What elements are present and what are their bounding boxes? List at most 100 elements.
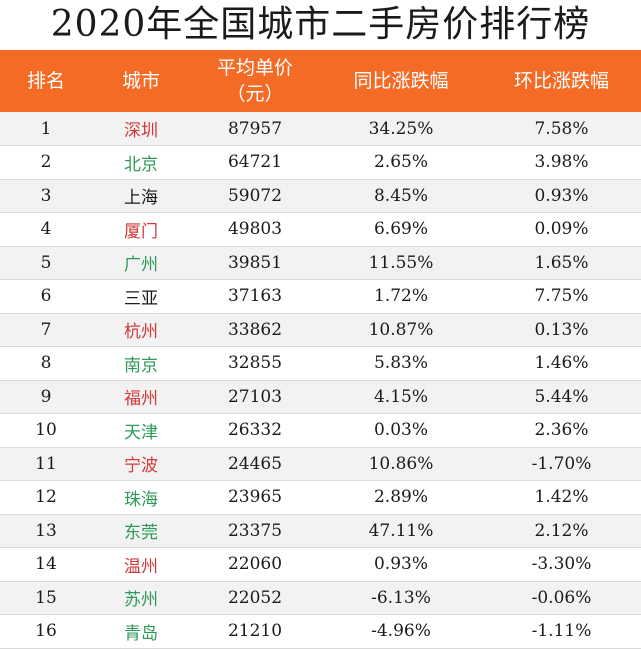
mom-cell: 1.65% [482, 246, 641, 280]
yoy-cell: 47.11% [320, 514, 482, 548]
city-cell: 三亚 [92, 279, 190, 314]
table-row: 14 温州 22060 0.93% -3.30% [0, 547, 641, 582]
price-cell: 27103 [190, 380, 320, 414]
price-cell: 49803 [190, 212, 320, 247]
mom-cell: -1.70% [482, 447, 641, 481]
city-cell: 珠海 [92, 480, 190, 515]
price-cell: 23375 [190, 514, 320, 548]
price-cell: 37163 [190, 279, 320, 314]
yoy-cell: 10.86% [320, 447, 482, 481]
header-yoy: 同比涨跌幅 [353, 70, 449, 92]
mom-cell: 3.98% [482, 145, 641, 180]
city-cell: 深圳 [92, 112, 190, 146]
table-row: 12 珠海 23965 2.89% 1.42% [0, 480, 641, 515]
mom-cell: 1.42% [482, 480, 641, 515]
yoy-cell: 4.15% [320, 380, 482, 414]
table-row: 11 宁波 24465 10.86% -1.70% [0, 447, 641, 481]
city-cell: 杭州 [92, 313, 190, 347]
city-cell: 东莞 [92, 514, 190, 548]
city-cell: 广州 [92, 246, 190, 280]
city-cell: 南京 [92, 346, 190, 381]
rank-cell: 9 [0, 380, 92, 414]
mom-cell: 1.46% [482, 346, 641, 381]
table-row: 15 苏州 22052 -6.13% -0.06% [0, 581, 641, 615]
rank-cell: 11 [0, 447, 92, 481]
table-body: 1 深圳 87957 34.25% 7.58% 2 北京 64721 2.65% 3.98% 3 上海… [0, 112, 641, 649]
rank-cell: 10 [0, 413, 92, 448]
table-row: 1 深圳 87957 34.25% 7.58% [0, 112, 641, 146]
yoy-cell: 2.89% [320, 480, 482, 515]
header-price-line1: 平均单价 [216, 57, 293, 79]
mom-cell: -0.06% [482, 581, 641, 615]
yoy-cell: 2.65% [320, 145, 482, 180]
city-cell: 天津 [92, 413, 190, 448]
yoy-cell: 6.69% [320, 212, 482, 247]
price-cell: 33862 [190, 313, 320, 347]
table-header: 排名 城市 平均单价 （元） 同比涨跌幅 环比涨跌幅 [0, 50, 641, 112]
page-title: 2020年全国城市二手房价排行榜 [50, 4, 591, 45]
rank-cell: 1 [0, 112, 92, 146]
mom-cell: 7.58% [482, 112, 641, 146]
city-cell: 上海 [92, 179, 190, 213]
table-row: 4 厦门 49803 6.69% 0.09% [0, 212, 641, 247]
rank-cell: 2 [0, 145, 92, 180]
price-cell: 87957 [190, 112, 320, 146]
table-row: 6 三亚 37163 1.72% 7.75% [0, 279, 641, 314]
mom-cell: 7.75% [482, 279, 641, 314]
rank-cell: 14 [0, 547, 92, 582]
price-cell: 39851 [190, 246, 320, 280]
yoy-cell: 34.25% [320, 112, 482, 146]
yoy-cell: 1.72% [320, 279, 482, 314]
city-cell: 福州 [92, 380, 190, 414]
yoy-cell: 5.83% [320, 346, 482, 381]
yoy-cell: 11.55% [320, 246, 482, 280]
mom-cell: -3.30% [482, 547, 641, 582]
city-cell: 苏州 [92, 581, 190, 615]
rank-cell: 13 [0, 514, 92, 548]
rank-cell: 7 [0, 313, 92, 347]
table-row: 10 天津 26332 0.03% 2.36% [0, 413, 641, 448]
price-cell: 64721 [190, 145, 320, 180]
price-cell: 32855 [190, 346, 320, 381]
mom-cell: 0.09% [482, 212, 641, 247]
ranking-table: 排名 城市 平均单价 （元） 同比涨跌幅 环比涨跌幅 1 深圳 87957 34.25… [0, 50, 641, 649]
header-rank: 排名 [26, 70, 65, 92]
table-row: 3 上海 59072 8.45% 0.93% [0, 179, 641, 213]
table-row: 7 杭州 33862 10.87% 0.13% [0, 313, 641, 347]
city-cell: 青岛 [92, 614, 190, 649]
mom-cell: 2.12% [482, 514, 641, 548]
price-cell: 22060 [190, 547, 320, 582]
header-row: 排名 城市 平均单价 （元） 同比涨跌幅 环比涨跌幅 [0, 50, 641, 112]
price-cell: 21210 [190, 614, 320, 649]
price-cell: 26332 [190, 413, 320, 448]
rank-cell: 4 [0, 212, 92, 247]
price-cell: 59072 [190, 179, 320, 213]
header-price: 平均单价 （元） [190, 50, 320, 112]
header-mom: 环比涨跌幅 [513, 70, 609, 92]
yoy-cell: -4.96% [320, 614, 482, 649]
rank-cell: 6 [0, 279, 92, 314]
city-cell: 厦门 [92, 212, 190, 247]
rank-cell: 16 [0, 614, 92, 649]
yoy-cell: 10.87% [320, 313, 482, 347]
yoy-cell: 0.03% [320, 413, 482, 448]
mom-cell: 2.36% [482, 413, 641, 448]
yoy-cell: -6.13% [320, 581, 482, 615]
header-city: 城市 [121, 70, 160, 92]
table-row: 13 东莞 23375 47.11% 2.12% [0, 514, 641, 548]
table-row: 2 北京 64721 2.65% 3.98% [0, 145, 641, 180]
price-cell: 23965 [190, 480, 320, 515]
header-price-line2: （元） [226, 83, 284, 105]
mom-cell: -1.11% [482, 614, 641, 649]
city-cell: 北京 [92, 145, 190, 180]
table-row: 5 广州 39851 11.55% 1.65% [0, 246, 641, 280]
price-cell: 24465 [190, 447, 320, 481]
rank-cell: 12 [0, 480, 92, 515]
yoy-cell: 0.93% [320, 547, 482, 582]
city-cell: 温州 [92, 547, 190, 582]
yoy-cell: 8.45% [320, 179, 482, 213]
rank-cell: 15 [0, 581, 92, 615]
table-row: 8 南京 32855 5.83% 1.46% [0, 346, 641, 381]
mom-cell: 0.93% [482, 179, 641, 213]
